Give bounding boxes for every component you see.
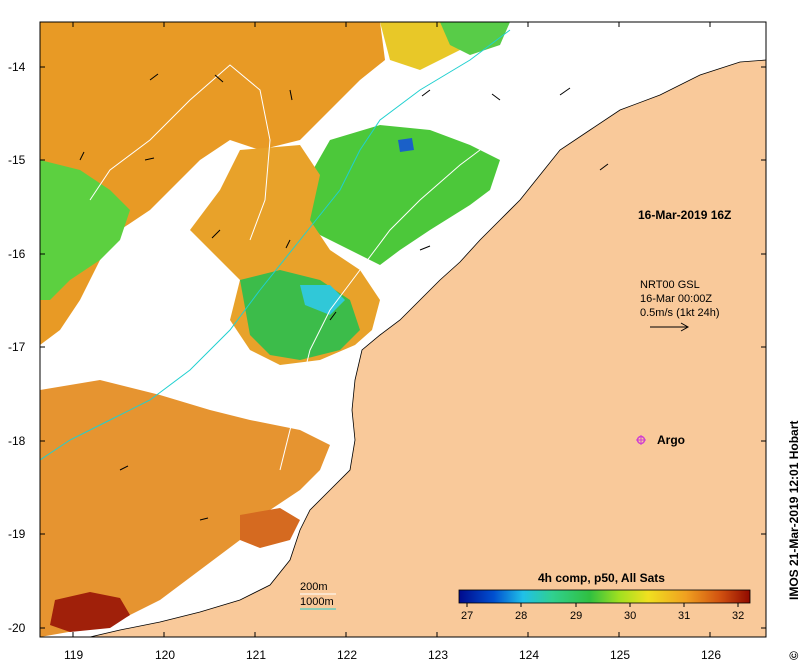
sst-region-blue-spot bbox=[398, 138, 414, 152]
current-source-label: NRT00 GSL bbox=[640, 279, 700, 291]
lat-tick-label: -15 bbox=[8, 153, 26, 167]
lat-tick-label: -14 bbox=[8, 60, 26, 74]
lon-tick-label: 124 bbox=[519, 648, 539, 662]
lon-tick-label: 122 bbox=[337, 648, 357, 662]
colorbar-tick-label: 32 bbox=[732, 610, 744, 622]
sst-region-south bbox=[40, 380, 330, 637]
isobath-200m-contour-west bbox=[89, 64, 271, 241]
colorbar-tick-label: 29 bbox=[570, 610, 582, 622]
lon-tick-label: 121 bbox=[246, 648, 266, 662]
colorbar-tick-label: 28 bbox=[515, 610, 527, 622]
lat-tick-label: -17 bbox=[8, 340, 26, 354]
argo-label: Argo bbox=[657, 433, 685, 447]
colorbar-tick-label: 30 bbox=[624, 610, 636, 622]
current-vectors bbox=[79, 73, 609, 521]
colorbar-tick-label: 31 bbox=[678, 610, 690, 622]
coastline bbox=[89, 59, 766, 637]
copyright-icon: © bbox=[787, 651, 801, 660]
land-mass bbox=[90, 60, 766, 637]
lat-tick-label: -20 bbox=[8, 621, 26, 635]
isobath-1000-label: 1000m bbox=[300, 596, 334, 608]
argo-marker-icon bbox=[636, 435, 646, 445]
isobath-200-label: 200m bbox=[300, 581, 328, 593]
sst-region-cyan bbox=[300, 285, 345, 315]
isobath-200m-contour bbox=[279, 149, 481, 471]
current-time-label: 16-Mar 00:00Z bbox=[640, 293, 712, 305]
lat-tick-label: -16 bbox=[8, 247, 26, 261]
sst-region-southwest-hot bbox=[50, 592, 130, 632]
sst-region-west bbox=[40, 22, 385, 345]
lon-tick-label: 123 bbox=[428, 648, 448, 662]
colorbar-tick-label: 27 bbox=[461, 610, 473, 622]
lat-axis bbox=[40, 66, 766, 629]
sst-date-label: 16-Mar-2019 16Z bbox=[638, 208, 731, 222]
colorbar bbox=[458, 589, 751, 604]
lon-tick-label: 125 bbox=[610, 648, 630, 662]
lon-tick-label: 120 bbox=[155, 648, 175, 662]
map-frame bbox=[39, 21, 767, 638]
lon-axis bbox=[72, 22, 711, 637]
sst-region-green-west bbox=[40, 160, 130, 300]
lat-tick-label: -18 bbox=[8, 434, 26, 448]
credit-text: IMOS 21-Mar-2019 12:01 Hobart bbox=[787, 421, 801, 600]
lat-tick-label: -19 bbox=[8, 527, 26, 541]
lon-tick-label: 126 bbox=[701, 648, 721, 662]
sst-region-green-north bbox=[300, 125, 500, 265]
sst-region-south-patch bbox=[240, 508, 300, 548]
colorbar-ticks bbox=[466, 603, 739, 607]
current-scale-label: 0.5m/s (1kt 24h) bbox=[640, 307, 719, 319]
current-scale-arrow bbox=[650, 322, 690, 332]
sst-region-green-northeast bbox=[440, 22, 510, 55]
lon-tick-label: 119 bbox=[64, 648, 83, 662]
isobath-1000m-contour bbox=[40, 29, 511, 461]
colorbar-title: 4h comp, p50, All Sats bbox=[538, 571, 665, 585]
